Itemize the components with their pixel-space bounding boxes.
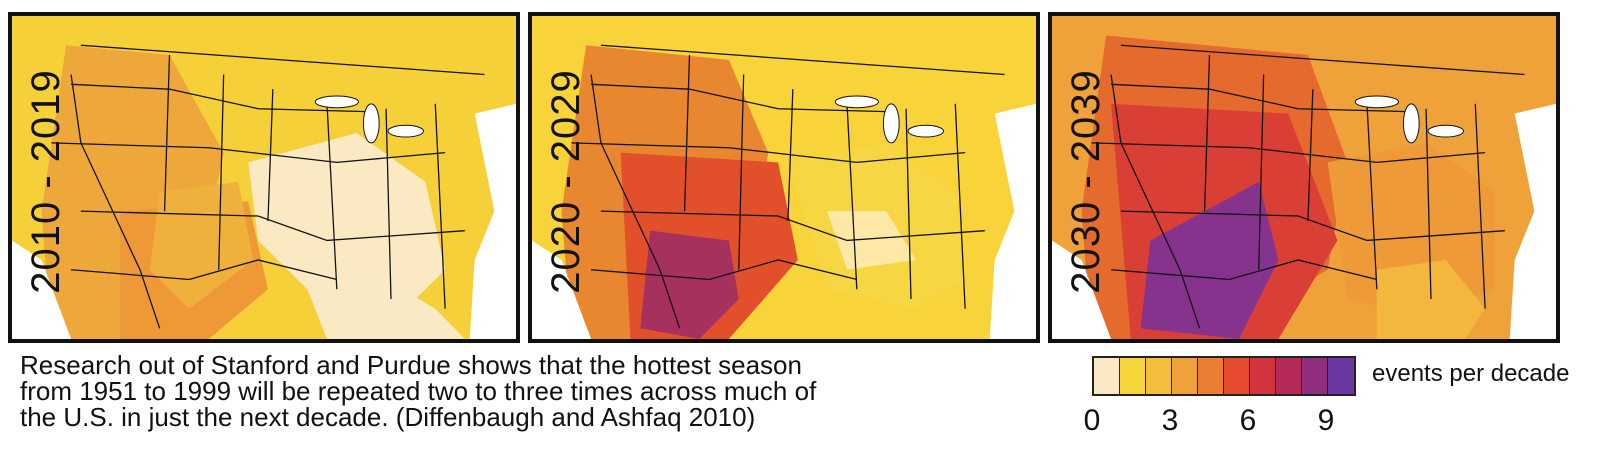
legend-tick: 3 bbox=[1161, 404, 1179, 437]
caption-line: Research out of Stanford and Purdue show… bbox=[20, 350, 802, 380]
legend-swatch bbox=[1302, 358, 1328, 394]
legend-swatches bbox=[1092, 356, 1356, 396]
decade-label: 2010 - 2019 bbox=[23, 68, 68, 294]
ocean-area bbox=[12, 240, 72, 339]
map-panel-2030: 2030 - 2039 bbox=[1048, 12, 1560, 343]
legend-swatch bbox=[1224, 358, 1250, 394]
state-borders bbox=[1091, 44, 1525, 329]
heat-map bbox=[532, 16, 1036, 339]
southeast-region bbox=[248, 133, 446, 309]
legend-tick: 9 bbox=[1317, 404, 1335, 437]
state-borders bbox=[571, 44, 1005, 329]
gulf-coast bbox=[1376, 259, 1486, 339]
atlantic-area bbox=[989, 103, 1036, 339]
map-panel-2010: 2010 - 2019 bbox=[8, 12, 520, 343]
decade-label: 2020 - 2029 bbox=[543, 68, 588, 294]
ocean-area bbox=[532, 240, 592, 339]
great-lakes bbox=[1354, 95, 1464, 144]
caption: Research out of Stanford and Purdue show… bbox=[20, 352, 1060, 430]
caption-line: from 1951 to 1999 will be repeated two t… bbox=[20, 376, 817, 406]
legend-swatch bbox=[1198, 358, 1224, 394]
core-region bbox=[640, 230, 739, 339]
heat-map bbox=[1052, 16, 1556, 339]
caption-line: the U.S. in just the next decade. (Diffe… bbox=[20, 402, 756, 432]
atlantic-area bbox=[469, 103, 516, 339]
decade-label-wrap: 2010 - 2019 bbox=[20, 22, 72, 339]
state-borders bbox=[51, 44, 485, 329]
legend-swatch bbox=[1094, 358, 1120, 394]
legend-label: events per decade bbox=[1372, 360, 1570, 387]
gulf-coast bbox=[827, 211, 916, 270]
legend-tick: 6 bbox=[1239, 404, 1257, 437]
map-panel-2020: 2020 - 2029 bbox=[528, 12, 1040, 343]
legend-swatch bbox=[1276, 358, 1302, 394]
legend-swatch bbox=[1172, 358, 1198, 394]
legend-swatch bbox=[1328, 358, 1354, 394]
legend-swatch bbox=[1146, 358, 1172, 394]
decade-label-wrap: 2030 - 2039 bbox=[1060, 22, 1112, 339]
legend-swatch bbox=[1250, 358, 1276, 394]
legend-tick: 0 bbox=[1083, 404, 1101, 437]
decade-label-wrap: 2020 - 2029 bbox=[540, 22, 592, 339]
great-lakes bbox=[834, 95, 944, 144]
heat-map bbox=[12, 16, 516, 339]
core-region bbox=[1140, 181, 1279, 339]
gulf-coast bbox=[307, 279, 465, 339]
great-lakes bbox=[314, 95, 424, 144]
color-legend: events per decade 0 3 6 9 bbox=[1084, 356, 1592, 448]
decade-label: 2030 - 2039 bbox=[1063, 68, 1108, 294]
ocean-area bbox=[1052, 240, 1112, 339]
legend-swatch bbox=[1120, 358, 1146, 394]
atlantic-area bbox=[1509, 103, 1556, 339]
